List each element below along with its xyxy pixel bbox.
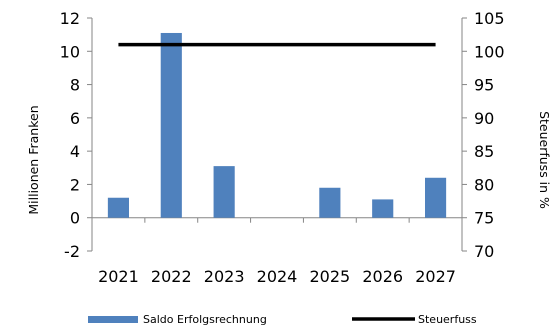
y-axis-title: Millionen Franken (26, 105, 41, 214)
x-tick-label: 2024 (257, 267, 298, 286)
legend: Saldo Erfolgsrechnung Steuerfuss (88, 313, 477, 326)
y2-tick-label: 75 (474, 209, 494, 228)
x-tick-label: 2023 (204, 267, 245, 286)
y-tick-label: 12 (60, 9, 80, 28)
legend-swatch-bar (88, 316, 138, 323)
y-tick-label: 6 (70, 109, 80, 128)
bar (319, 187, 341, 218)
legend-label-line: Steuerfuss (418, 313, 477, 326)
y2-tick-label: 105 (474, 9, 505, 28)
bar (425, 177, 447, 218)
y2-axis-title: Steuerfuss in % (537, 111, 552, 209)
y2-tick-label: 85 (474, 142, 494, 161)
y-tick-label: 10 (60, 42, 80, 61)
y2-tick-label: 80 (474, 175, 494, 194)
x-tick-label: 2025 (309, 267, 350, 286)
bar (213, 166, 235, 218)
x-tick-label: 2021 (98, 267, 139, 286)
y-tick-label: 4 (70, 142, 80, 161)
x-tick-label: 2022 (151, 267, 192, 286)
y-tick-label: 0 (70, 209, 80, 228)
bar (160, 32, 182, 218)
y2-tick-label: 90 (474, 109, 494, 128)
y2-tick-label: 70 (474, 242, 494, 261)
y-tick-label: 8 (70, 76, 80, 95)
y2-tick-label: 100 (474, 42, 505, 61)
bar (107, 197, 129, 218)
legend-label-bar: Saldo Erfolgsrechnung (143, 313, 267, 326)
y2-tick-label: 95 (474, 76, 494, 95)
x-tick-label: 2026 (362, 267, 403, 286)
y-tick-label: -2 (64, 242, 80, 261)
bar (372, 199, 394, 218)
y-tick-label: 2 (70, 175, 80, 194)
x-tick-label: 2027 (415, 267, 456, 286)
plot-area: -2 0 2 4 6 8 10 12 70 75 80 85 90 95 100 105 2021 2022 202… (60, 9, 505, 286)
